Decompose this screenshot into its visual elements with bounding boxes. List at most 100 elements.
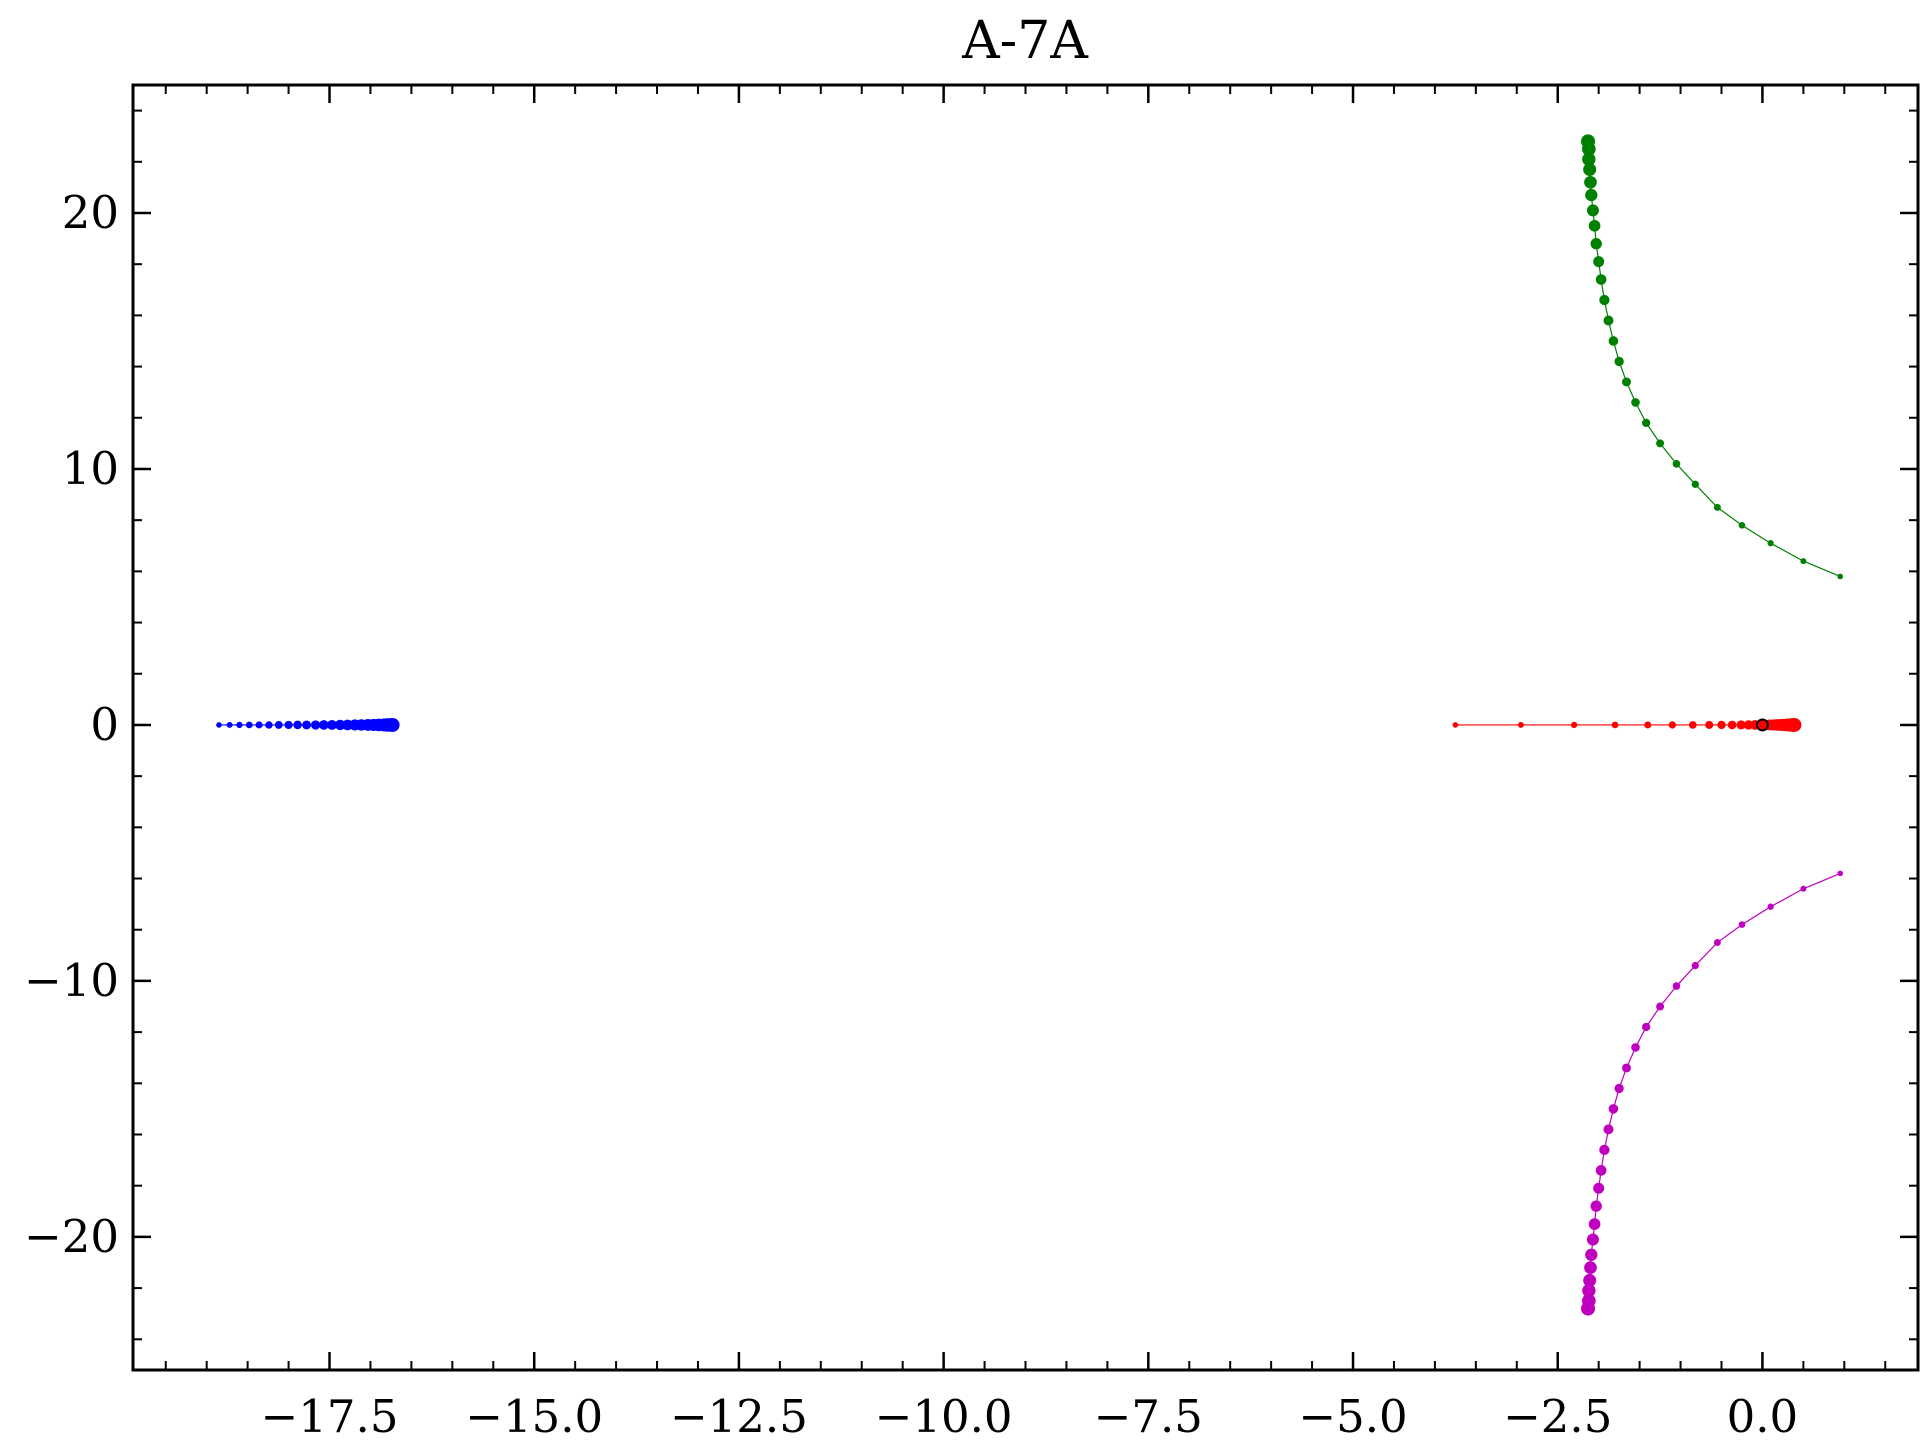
data-point — [1608, 336, 1619, 346]
data-point — [1588, 1218, 1601, 1230]
x-tick-label: −10.0 — [875, 1390, 1013, 1440]
data-point — [1656, 1002, 1665, 1011]
y-tick-label: −10 — [24, 954, 119, 1007]
x-tick-label: −15.0 — [465, 1390, 603, 1440]
data-point — [293, 720, 302, 730]
series-layer — [216, 134, 1844, 1316]
data-point — [1800, 558, 1807, 565]
data-point — [1736, 720, 1746, 730]
data-point — [1767, 540, 1774, 547]
data-point — [318, 720, 329, 730]
data-point — [265, 721, 273, 729]
data-point — [284, 720, 293, 730]
x-tick-label: 0.0 — [1727, 1390, 1799, 1440]
x-tick-label: −17.5 — [261, 1390, 399, 1440]
data-point — [1800, 885, 1807, 892]
data-point — [1584, 175, 1597, 189]
data-point — [1691, 480, 1699, 488]
plot-area: −17.5 −15.0 −12.5 −10.0 −7.5 −5.0 −2.5 0.0 −20 −1… — [24, 83, 1920, 1440]
chart-title: A-7A — [961, 11, 1089, 71]
data-point — [326, 719, 337, 730]
data-point — [216, 722, 222, 728]
data-point — [1595, 1165, 1607, 1176]
data-point — [334, 719, 346, 731]
x-tick-label: −7.5 — [1094, 1390, 1203, 1440]
data-point — [1787, 717, 1802, 732]
data-point — [1588, 219, 1601, 232]
data-point — [245, 721, 253, 729]
data-point — [1583, 1273, 1597, 1287]
data-point — [1570, 721, 1578, 729]
data-point — [236, 721, 243, 729]
data-point — [1593, 1182, 1605, 1194]
data-point — [1583, 162, 1597, 176]
y-tick-label: 20 — [62, 186, 119, 239]
data-point — [1603, 1124, 1614, 1135]
data-point — [1595, 274, 1607, 285]
data-point — [1599, 1144, 1610, 1156]
x-tick-label: −5.0 — [1298, 1390, 1407, 1440]
data-point — [1672, 460, 1681, 468]
data-point — [1738, 921, 1746, 928]
data-point — [1631, 398, 1640, 407]
data-point — [1599, 294, 1610, 306]
data-point — [1614, 1083, 1624, 1094]
data-point — [1584, 1261, 1597, 1274]
data-point — [226, 721, 233, 728]
y-tick-label: 10 — [62, 442, 119, 495]
data-point — [1581, 134, 1596, 149]
data-point — [1614, 356, 1624, 367]
data-point — [1603, 315, 1614, 326]
data-point — [1622, 1063, 1631, 1073]
y-tick-label: 0 — [90, 698, 119, 751]
data-point — [1656, 439, 1665, 448]
data-point — [1837, 870, 1844, 877]
data-point — [255, 721, 263, 729]
series-3 — [1581, 870, 1844, 1316]
data-point — [1581, 1301, 1596, 1316]
x-tick-label: −12.5 — [670, 1390, 808, 1440]
data-point — [1713, 939, 1721, 946]
origin-marker — [1755, 718, 1769, 732]
data-point — [1593, 256, 1605, 268]
data-point — [1585, 188, 1598, 202]
data-point — [1590, 238, 1602, 250]
data-point — [1738, 521, 1746, 529]
data-point — [1644, 721, 1652, 729]
data-point — [1642, 418, 1651, 428]
data-point — [385, 717, 400, 732]
series-2 — [1581, 134, 1844, 580]
data-point — [1590, 1200, 1602, 1212]
data-point — [274, 721, 283, 729]
data-point — [1705, 720, 1714, 729]
data-point — [1688, 721, 1697, 729]
data-point — [1691, 961, 1699, 970]
data-point — [1622, 377, 1631, 387]
data-point — [302, 720, 312, 730]
series-0 — [216, 717, 400, 732]
data-point — [1672, 982, 1681, 990]
data-point — [1713, 503, 1721, 511]
x-tick-label: −2.5 — [1503, 1390, 1612, 1440]
data-point — [1582, 1283, 1596, 1298]
data-point — [310, 720, 321, 730]
data-point — [1668, 721, 1677, 729]
axis-tick-labels: −17.5 −15.0 −12.5 −10.0 −7.5 −5.0 −2.5 0.0 −20 −1… — [24, 186, 1798, 1440]
data-point — [1452, 722, 1459, 728]
data-point — [1727, 720, 1737, 730]
data-point — [1582, 152, 1596, 166]
axis-ticks — [133, 85, 1918, 1370]
data-point — [1517, 721, 1524, 728]
y-tick-label: −20 — [24, 1210, 119, 1263]
data-point — [1767, 903, 1774, 910]
data-point — [1611, 721, 1619, 729]
data-point — [1837, 573, 1844, 580]
data-point — [1642, 1022, 1651, 1032]
data-point — [1585, 1248, 1598, 1261]
data-point — [1717, 720, 1726, 730]
data-point — [1631, 1043, 1640, 1052]
data-point — [1586, 204, 1599, 217]
data-point — [1608, 1104, 1619, 1114]
